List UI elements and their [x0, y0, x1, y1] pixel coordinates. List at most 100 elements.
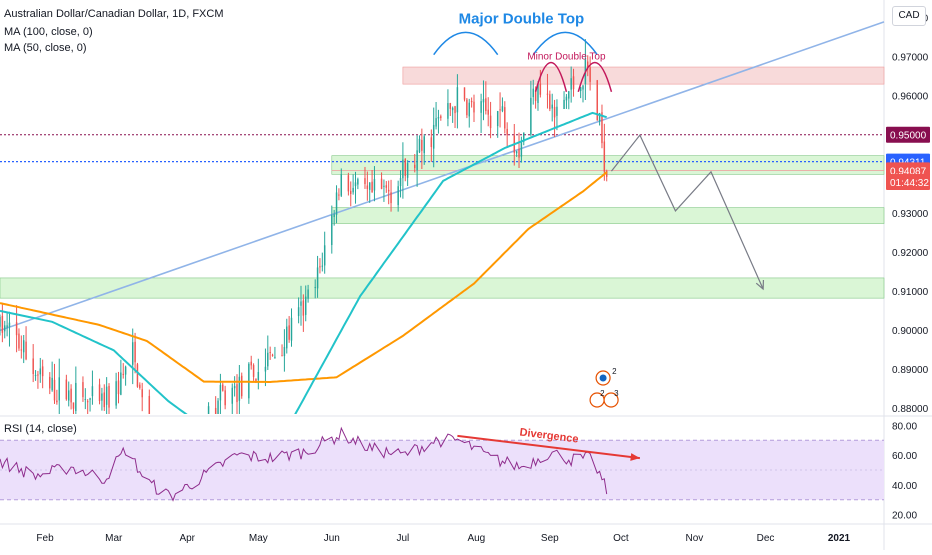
- candle[interactable]: [271, 353, 274, 357]
- ma100-line[interactable]: [0, 171, 608, 383]
- candle[interactable]: [352, 174, 354, 195]
- candle[interactable]: [34, 370, 37, 381]
- candle[interactable]: [41, 359, 44, 389]
- candle[interactable]: [582, 84, 584, 103]
- ma50-line[interactable]: [0, 111, 607, 438]
- candle[interactable]: [435, 101, 437, 130]
- price-badge[interactable]: [886, 174, 930, 191]
- candle[interactable]: [487, 97, 489, 127]
- candle[interactable]: [321, 252, 324, 272]
- candle[interactable]: [456, 74, 459, 129]
- candle[interactable]: [134, 332, 136, 374]
- candle[interactable]: [340, 168, 343, 198]
- candle[interactable]: [101, 387, 103, 411]
- candle[interactable]: [390, 179, 392, 212]
- candle[interactable]: [39, 357, 42, 383]
- candle[interactable]: [605, 169, 608, 182]
- candle[interactable]: [82, 376, 84, 402]
- candle[interactable]: [231, 383, 233, 420]
- candle[interactable]: [404, 158, 407, 182]
- candle[interactable]: [485, 81, 487, 115]
- candle[interactable]: [98, 378, 101, 405]
- candle[interactable]: [397, 180, 399, 212]
- candle[interactable]: [333, 209, 335, 226]
- candle[interactable]: [499, 92, 501, 128]
- candle[interactable]: [290, 308, 293, 347]
- candle[interactable]: [482, 80, 485, 121]
- candle[interactable]: [316, 255, 319, 298]
- candle[interactable]: [399, 170, 402, 198]
- candle[interactable]: [131, 328, 134, 385]
- divergence-line[interactable]: [457, 434, 641, 460]
- candle[interactable]: [565, 94, 568, 109]
- candle[interactable]: [366, 171, 369, 201]
- candle[interactable]: [515, 150, 518, 157]
- candle[interactable]: [281, 344, 283, 357]
- currency-badge[interactable]: CAD: [892, 6, 926, 26]
- candle[interactable]: [15, 305, 18, 353]
- candle[interactable]: [250, 355, 252, 370]
- legend-ma100[interactable]: MA (100, close, 0): [4, 26, 93, 38]
- candle[interactable]: [335, 185, 338, 224]
- candle[interactable]: [539, 69, 542, 98]
- candle[interactable]: [264, 348, 267, 387]
- candle[interactable]: [368, 182, 371, 203]
- candle[interactable]: [489, 101, 492, 139]
- candle[interactable]: [203, 420, 204, 431]
- candle[interactable]: [72, 402, 75, 427]
- candle[interactable]: [25, 326, 27, 361]
- price-badge[interactable]: [886, 126, 930, 143]
- candle[interactable]: [248, 362, 250, 404]
- candle[interactable]: [402, 142, 404, 199]
- candle[interactable]: [141, 382, 143, 412]
- candle[interactable]: [222, 382, 224, 392]
- candle[interactable]: [257, 358, 260, 390]
- candle[interactable]: [105, 377, 108, 418]
- candle[interactable]: [304, 285, 307, 322]
- candle[interactable]: [380, 172, 383, 190]
- candle[interactable]: [207, 402, 210, 460]
- projection-path[interactable]: [610, 134, 764, 290]
- rsi-line[interactable]: [0, 426, 608, 502]
- candle[interactable]: [449, 102, 452, 117]
- candle[interactable]: [1, 302, 4, 343]
- major-top-arc-right[interactable]: [532, 31, 598, 56]
- candle[interactable]: [418, 135, 421, 154]
- candle[interactable]: [205, 415, 206, 441]
- candle[interactable]: [523, 132, 525, 146]
- candle[interactable]: [168, 506, 169, 550]
- candle[interactable]: [414, 154, 416, 173]
- candle[interactable]: [233, 376, 236, 397]
- candle[interactable]: [288, 316, 290, 343]
- candle[interactable]: [117, 371, 120, 404]
- candle[interactable]: [496, 110, 499, 138]
- candle[interactable]: [603, 123, 606, 181]
- candle[interactable]: [331, 205, 333, 254]
- candle[interactable]: [214, 396, 217, 418]
- candle[interactable]: [53, 363, 56, 404]
- candle[interactable]: [297, 297, 300, 324]
- candle[interactable]: [307, 284, 309, 303]
- candle[interactable]: [283, 329, 286, 372]
- candle[interactable]: [56, 389, 58, 405]
- candle[interactable]: [354, 171, 357, 204]
- candle[interactable]: [217, 398, 219, 424]
- legend-symbol[interactable]: Australian Dollar/Canadian Dollar, 1D, F…: [4, 8, 224, 20]
- trendline[interactable]: [0, 21, 885, 332]
- candle[interactable]: [37, 370, 39, 389]
- candle[interactable]: [241, 372, 243, 399]
- candle[interactable]: [58, 358, 60, 420]
- candle[interactable]: [139, 382, 141, 390]
- candle[interactable]: [20, 335, 23, 359]
- candle[interactable]: [572, 68, 575, 97]
- candle[interactable]: [51, 361, 53, 392]
- candle[interactable]: [252, 363, 255, 381]
- candle[interactable]: [546, 73, 549, 109]
- resistance-zone[interactable]: [402, 66, 885, 85]
- candle[interactable]: [440, 114, 442, 121]
- candle[interactable]: [84, 388, 87, 410]
- minor-top-arc-left[interactable]: [534, 61, 568, 92]
- candle[interactable]: [103, 384, 106, 411]
